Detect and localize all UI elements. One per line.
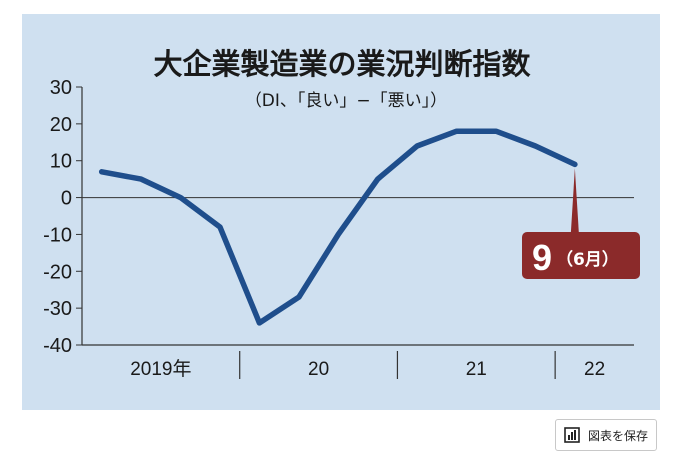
plot-frame [81, 87, 634, 346]
x-tick-label: 20 [308, 359, 329, 380]
callout-value: 9 [532, 237, 552, 278]
callout-box [522, 232, 640, 279]
x-tick-label: 2019年 [130, 358, 191, 380]
y-tick-label: 0 [61, 188, 72, 210]
callout-label: （6月） [556, 249, 619, 270]
x-axis-ticks: 2019年 20 21 22 [130, 351, 605, 380]
chart: 大企業製造業の業況判断指数 （DI、「良い」−「悪い」） 30 20 10 0 -10 -… [43, 47, 640, 380]
y-tick-label: -40 [43, 335, 72, 357]
callout-pointer [570, 168, 579, 233]
chart-panel: 大企業製造業の業況判断指数 （DI、「良い」−「悪い」） 30 20 10 0 -10 -… [22, 14, 660, 410]
series-layer [98, 128, 578, 326]
x-tick-label: 21 [466, 359, 487, 380]
chart-title: 大企業製造業の業況判断指数 [153, 47, 531, 81]
y-tick-label: -30 [43, 298, 72, 320]
save-button-label: 図表を保存 [587, 428, 648, 443]
y-tick-label: 20 [50, 114, 72, 136]
x-tick-label: 22 [584, 359, 605, 380]
series-line [98, 128, 578, 326]
y-tick-label: -10 [43, 224, 72, 246]
y-tick-label: 10 [50, 151, 72, 173]
y-tick-label: 30 [50, 77, 72, 99]
chart-subtitle: （DI、「良い」−「悪い」） [245, 91, 447, 111]
value-callout: 9 （6月） [522, 168, 640, 279]
y-axis-ticks: 30 20 10 0 -10 -20 -30 -40 [43, 77, 82, 357]
save-chart-button[interactable]: 図表を保存 [555, 419, 657, 451]
bar-chart-icon [564, 427, 580, 443]
y-tick-label: -20 [43, 261, 72, 283]
